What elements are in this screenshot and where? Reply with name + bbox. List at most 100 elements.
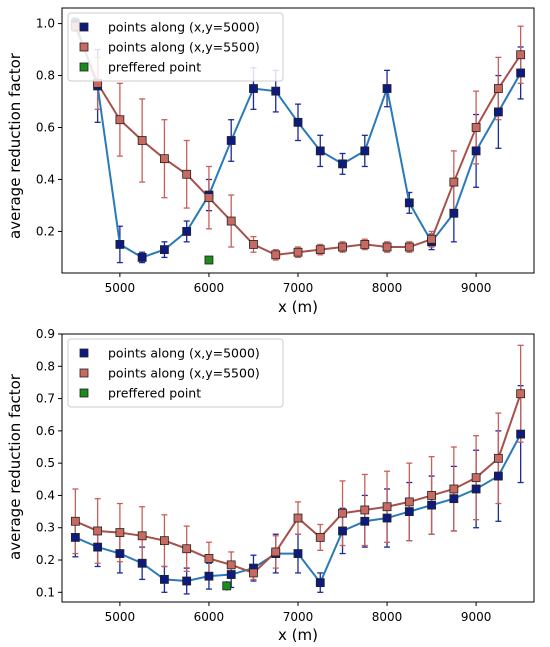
top-y-tick-label: 0.8 [36, 69, 55, 83]
bottom-series-5500-point [315, 533, 325, 542]
bottom-legend: points along (x,y=5000) points along (x,y… [67, 338, 284, 408]
bottom-x-axis-label: x (m) [278, 626, 318, 644]
top-series-5500-point [137, 136, 147, 145]
bottom-y-tick-label: 0.7 [36, 392, 55, 406]
top-series-5500-point [471, 123, 481, 132]
top-series-5500-point [449, 177, 459, 187]
bottom-y-tick-label: 0.4 [36, 488, 55, 502]
top-legend: points along (x,y=5000) points along (x,y… [67, 12, 284, 82]
top-series-5000-point [360, 146, 370, 156]
bottom-x-tick-label: 6000 [194, 610, 225, 624]
bottom-y-tick-label: 0.6 [36, 424, 55, 438]
top-series-5500-point [427, 234, 436, 244]
top-series-5500-point [493, 84, 503, 93]
bottom-preferred-point [222, 581, 232, 591]
bottom-series-5500-point [293, 513, 303, 523]
bottom-legend-marker-preferred-point [79, 388, 89, 398]
top-series-5000-point [516, 68, 526, 78]
top-series-5500-point [182, 169, 192, 179]
top-legend-marker-preferred-point [79, 62, 89, 72]
bottom-series-5500-point [427, 491, 436, 500]
top-series-5000-point [338, 159, 347, 169]
bottom-axes-frame [61, 333, 535, 603]
bottom-series-5500-point [226, 560, 236, 570]
top-x-tick-label: 6000 [194, 281, 225, 295]
bottom-series-5500-point [271, 547, 281, 557]
top-y-tick-label: 0.4 [36, 172, 55, 186]
bottom-series-5500-point [360, 505, 370, 515]
bottom-legend-label-preferred-point: preffered point [108, 386, 201, 401]
top-series-5000-point [404, 198, 414, 208]
bottom-series-5000-point [404, 507, 414, 516]
bottom-series-5000-point [516, 429, 526, 439]
bottom-y-tick-label: 0.9 [36, 327, 55, 341]
bottom-legend-marker-series-5000 [79, 348, 89, 358]
bottom-series-5500-point [338, 508, 347, 518]
bottom-series-5000-point [315, 578, 325, 588]
top-series-5500-point [249, 240, 258, 249]
bottom-series-5500-point [70, 516, 80, 526]
top-series-5500-point [160, 154, 169, 164]
bottom-y-tick-label: 0.2 [36, 553, 55, 567]
top-y-axis-label: average reduction factor [6, 52, 24, 239]
top-series-5500-point [204, 193, 214, 203]
top-legend-label-preferred-point: preffered point [108, 60, 201, 75]
top-series-5500-point [293, 247, 303, 257]
bottom-series-5000-point [449, 494, 459, 504]
bottom-series-5000-point [360, 516, 370, 526]
top-chart: 5000 6000 7000 8000 9000 0.2 0.4 0.6 0.8 1.0 poin… [6, 7, 535, 316]
top-series-5000-point [182, 227, 192, 236]
top-series-5000-point [293, 117, 303, 127]
bottom-x-tick-label: 9000 [461, 610, 492, 624]
top-legend-label-series-5000: points along (x,y=5000) [108, 20, 260, 35]
top-series-5000-point [249, 84, 258, 93]
top-series-5000-point [471, 146, 481, 156]
top-legend-marker-series-5000 [79, 22, 89, 32]
top-legend-box [67, 12, 284, 82]
top-y-tick-label: 0.2 [36, 224, 55, 238]
top-series-5500-point [271, 250, 281, 260]
top-series-5500-point [315, 245, 325, 255]
bottom-series-5500-point [182, 544, 192, 554]
top-x-tick-label: 7000 [283, 281, 314, 295]
bottom-legend-box [67, 338, 284, 408]
bottom-series-5500-point [449, 484, 459, 494]
bottom-legend-label-series-5500: points along (x,y=5500) [108, 366, 260, 381]
bottom-x-tick-label: 8000 [372, 610, 403, 624]
top-x-tick-label: 8000 [372, 281, 403, 295]
bottom-series-5500-point [382, 502, 392, 512]
top-series-5000-point [271, 86, 281, 96]
bottom-series-5000-point [338, 526, 347, 536]
bottom-y-tick-label: 0.8 [36, 359, 55, 373]
top-series-5000-point [160, 245, 169, 255]
bottom-chart: 5000 6000 7000 8000 9000 0.1 0.2 0.3 0.4 0.5 0.6 0.… [6, 327, 535, 644]
bottom-y-tick-label: 0.1 [36, 585, 55, 599]
top-series-5500-point [516, 50, 526, 60]
bottom-series-5000-point [427, 500, 436, 510]
bottom-series-5500-point [93, 526, 103, 536]
top-series-5500-point [382, 242, 392, 252]
top-series-5000-point [449, 208, 459, 218]
bottom-series-5500-point [516, 389, 526, 399]
bottom-series-5000-point [493, 471, 503, 481]
bottom-series-5000-point [70, 533, 80, 542]
top-y-tick-label: 1.0 [36, 17, 55, 31]
bottom-y-tick-label: 0.3 [36, 521, 55, 535]
bottom-series-5000-point [382, 513, 392, 523]
top-series-5500-point [360, 240, 370, 249]
bottom-series-5500-point [404, 497, 414, 507]
bottom-series-5500-point [493, 453, 503, 463]
top-series-5500-point [404, 242, 414, 252]
bottom-series-5500-point [137, 531, 147, 541]
bottom-series-5000-point [293, 549, 303, 558]
top-series-5000-point [493, 107, 503, 117]
top-series-5500-point [226, 216, 236, 226]
top-legend-label-series-5500: points along (x,y=5500) [108, 40, 260, 55]
bottom-series-5000-point [226, 570, 236, 579]
top-series-5000-point [315, 146, 325, 156]
top-x-tick-label: 9000 [461, 281, 492, 295]
bottom-plot-area: 5000 6000 7000 8000 9000 0.1 0.2 0.3 0.4 0.5 0.6 0.… [36, 327, 535, 624]
bottom-series-5000-point [137, 558, 147, 568]
top-series-5000-point [137, 253, 147, 262]
